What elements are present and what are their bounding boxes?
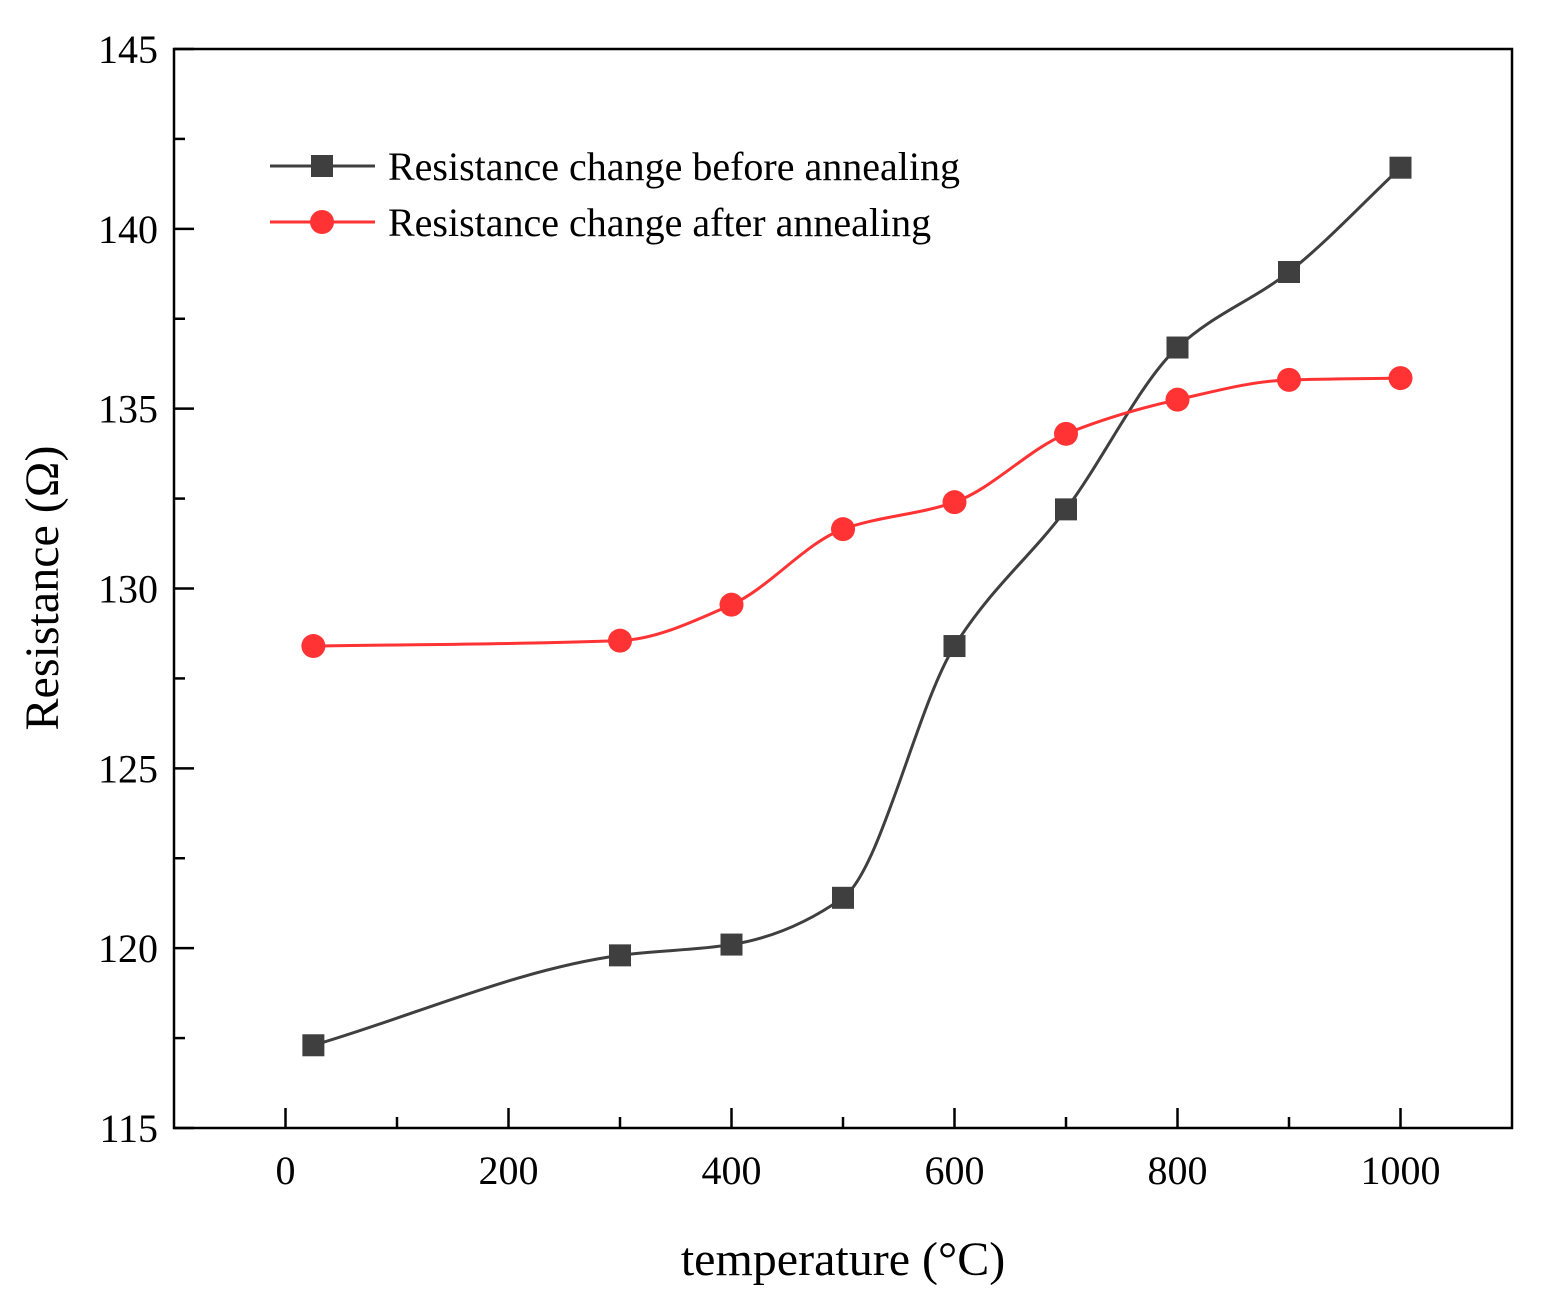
data-point xyxy=(609,944,631,967)
x-tick-label: 600 xyxy=(925,1148,985,1193)
x-tick-label: 0 xyxy=(276,1148,296,1193)
axis-ticks: 0 200 400 600 800 1000 115 120 125 130 135 140 145 xyxy=(98,27,1441,1193)
data-point xyxy=(1388,366,1413,391)
data-point xyxy=(301,634,326,659)
data-point xyxy=(1055,498,1077,521)
data-point xyxy=(302,1034,325,1057)
y-tick-label: 145 xyxy=(98,27,158,72)
y-tick-label: 135 xyxy=(98,387,158,432)
legend-marker xyxy=(311,155,333,177)
y-tick-label: 130 xyxy=(98,567,158,612)
y-tick-label: 125 xyxy=(98,746,158,791)
series-line xyxy=(313,376,1401,648)
data-point xyxy=(1389,156,1412,179)
y-tick-label: 115 xyxy=(99,1106,158,1151)
legend-item: Resistance change after annealing xyxy=(270,200,931,245)
data-point xyxy=(1166,336,1189,359)
data-point xyxy=(608,628,632,653)
legend-item: Resistance change before annealing xyxy=(270,144,960,189)
data-point xyxy=(943,635,966,658)
y-axis-label: Resistance (Ω) xyxy=(16,446,69,731)
data-point xyxy=(832,886,854,909)
data-point xyxy=(942,490,967,515)
series-layer xyxy=(301,156,1413,1057)
data-point xyxy=(1278,260,1300,283)
data-point xyxy=(1054,421,1078,446)
data-point xyxy=(720,933,743,956)
legend-label: Resistance change before annealing xyxy=(388,144,960,189)
series-2 xyxy=(301,366,1413,659)
legend-label: Resistance change after annealing xyxy=(388,200,931,245)
x-axis-label: temperature (°C) xyxy=(681,1233,1005,1286)
x-tick-label: 800 xyxy=(1148,1148,1208,1193)
data-point xyxy=(831,517,855,542)
x-tick-label: 1000 xyxy=(1361,1148,1441,1193)
series-1 xyxy=(302,156,1412,1057)
legend-marker xyxy=(310,210,334,234)
data-point xyxy=(1165,387,1190,412)
x-tick-label: 200 xyxy=(479,1148,539,1193)
y-tick-label: 120 xyxy=(98,926,158,971)
x-tick-label: 400 xyxy=(702,1148,762,1193)
data-point xyxy=(1277,367,1301,392)
legend: Resistance change before annealing Resist… xyxy=(270,144,960,245)
series-line xyxy=(312,166,1402,1047)
y-tick-label: 140 xyxy=(98,207,158,252)
data-point xyxy=(719,592,744,617)
